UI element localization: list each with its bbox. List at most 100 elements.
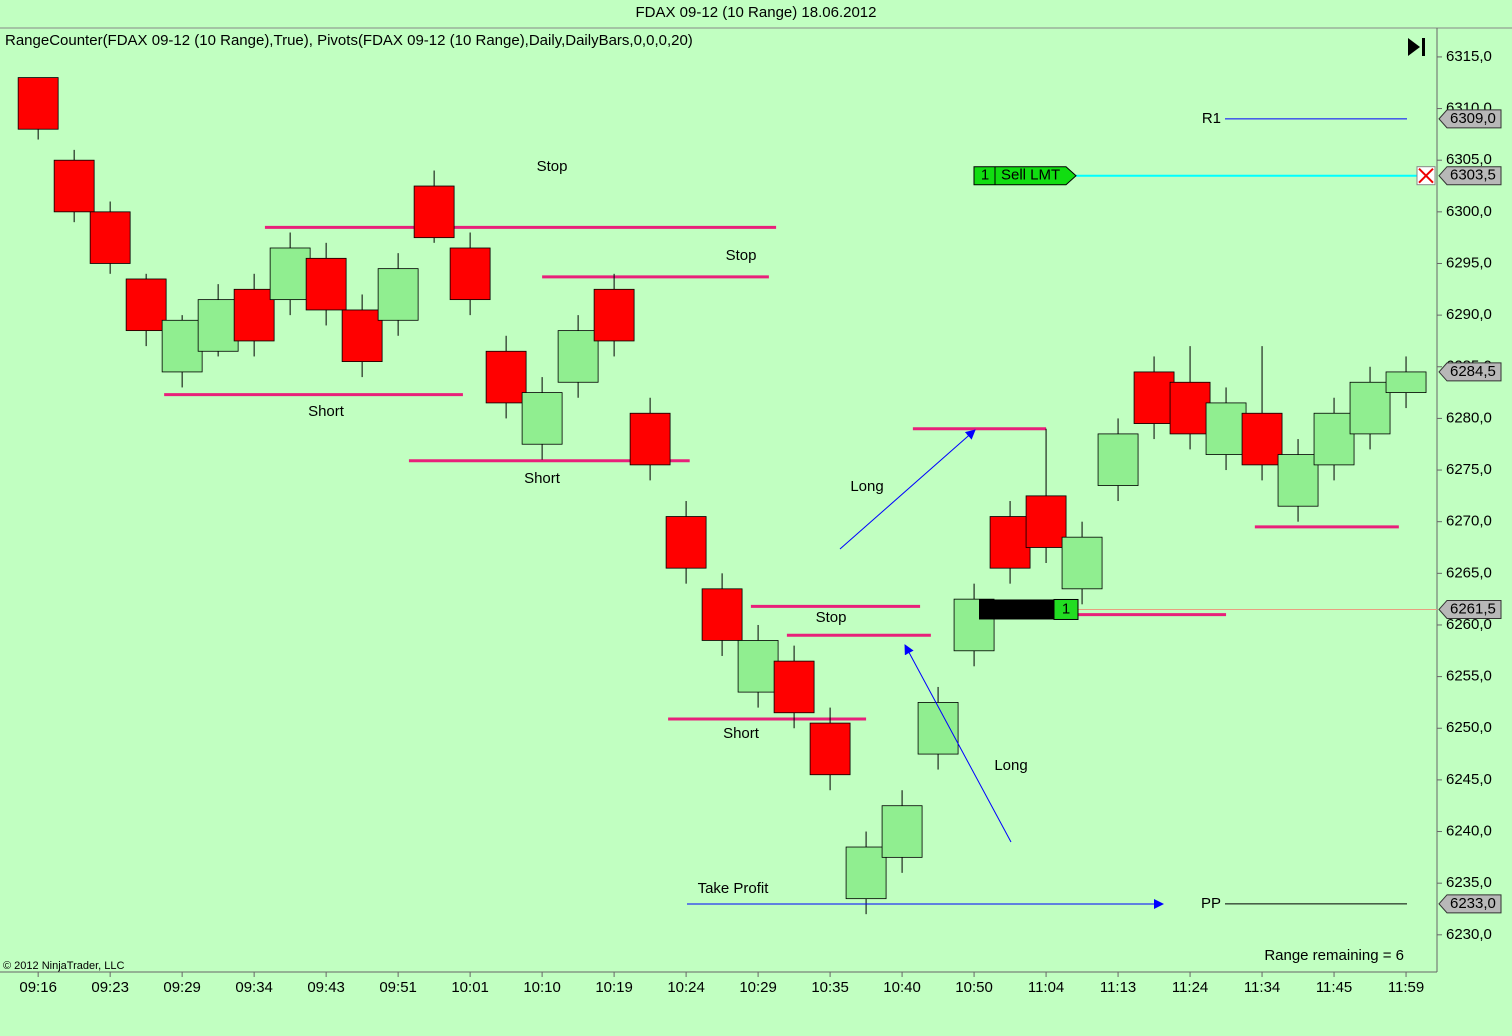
price-marker-label: 6303,5 bbox=[1450, 167, 1496, 184]
range-remaining: Range remaining = 6 bbox=[1264, 947, 1404, 964]
price-marker-label: 6233,0 bbox=[1450, 895, 1496, 912]
candle-body bbox=[881, 805, 923, 858]
candle-body bbox=[341, 309, 383, 363]
y-tick-label: 6255,0 bbox=[1446, 668, 1492, 685]
x-tick-label: 10:29 bbox=[739, 979, 777, 996]
candle-body bbox=[449, 247, 491, 301]
y-tick-label: 6300,0 bbox=[1446, 203, 1492, 220]
candle-body bbox=[557, 330, 599, 383]
y-tick-label: 6305,0 bbox=[1446, 151, 1492, 168]
bar-icon[interactable] bbox=[1422, 38, 1425, 56]
candle-body bbox=[1169, 381, 1211, 435]
candle-body bbox=[413, 185, 455, 239]
candle-body bbox=[1349, 381, 1391, 435]
candle-body bbox=[521, 392, 563, 445]
candle-body bbox=[1241, 412, 1283, 466]
copyright: © 2012 NinjaTrader, LLC bbox=[3, 960, 124, 972]
y-tick-label: 6250,0 bbox=[1446, 719, 1492, 736]
long-arrow bbox=[904, 644, 1012, 843]
x-tick-label: 09:34 bbox=[235, 979, 273, 996]
play-icon[interactable] bbox=[1408, 38, 1420, 56]
x-tick-label: 09:43 bbox=[307, 979, 345, 996]
candle-body bbox=[269, 247, 311, 301]
position-qty: 1 bbox=[1062, 600, 1070, 617]
x-tick-label: 10:19 bbox=[595, 979, 633, 996]
order-qty: 1 bbox=[981, 167, 989, 184]
candle-body bbox=[665, 516, 707, 569]
order-name: Sell LMT bbox=[1001, 167, 1060, 184]
indicator-label: RangeCounter(FDAX 09-12 (10 Range),True)… bbox=[5, 32, 693, 49]
annotation: Long bbox=[850, 478, 883, 495]
annotation: Long bbox=[994, 757, 1027, 774]
x-tick-label: 11:24 bbox=[1172, 979, 1208, 996]
x-tick-label: 10:24 bbox=[667, 979, 705, 996]
candle-body bbox=[917, 702, 959, 755]
candle-body bbox=[1205, 402, 1247, 455]
candle-body bbox=[377, 268, 419, 321]
price-marker bbox=[1438, 362, 1502, 382]
x-tick-label: 10:10 bbox=[523, 979, 561, 996]
pnl-box bbox=[979, 599, 1054, 620]
y-tick-label: 6315,0 bbox=[1446, 48, 1492, 65]
order-flag[interactable] bbox=[973, 166, 1077, 186]
x-tick-label: 10:50 bbox=[955, 979, 993, 996]
y-tick-label: 6245,0 bbox=[1446, 771, 1492, 788]
qty-box bbox=[1053, 598, 1079, 620]
candle-body bbox=[305, 257, 347, 311]
x-tick-label: 10:40 bbox=[883, 979, 921, 996]
x-tick-label: 09:23 bbox=[91, 979, 129, 996]
candle-body bbox=[1097, 433, 1139, 486]
y-tick-label: 6235,0 bbox=[1446, 874, 1492, 891]
candle-body bbox=[1313, 412, 1355, 466]
candle-body bbox=[125, 278, 167, 332]
y-tick-label: 6290,0 bbox=[1446, 306, 1492, 323]
y-tick-label: 6265,0 bbox=[1446, 564, 1492, 581]
y-tick-label: 6230,0 bbox=[1446, 926, 1492, 943]
candle-body bbox=[809, 722, 851, 776]
scroll-end-button[interactable] bbox=[1408, 38, 1425, 56]
y-tick-label: 6270,0 bbox=[1446, 513, 1492, 530]
plot: 6230,0 6235,0 6240,0 6245,0 6250,0 6255,0 6260… bbox=[17, 48, 1502, 996]
candle-body bbox=[1025, 495, 1067, 548]
candle-body bbox=[1133, 371, 1175, 424]
annotation: Stop bbox=[726, 247, 757, 264]
candle-body bbox=[233, 288, 275, 342]
price-marker bbox=[1438, 894, 1502, 914]
price-marker-label: 6284,5 bbox=[1450, 363, 1496, 380]
x-tick-label: 10:35 bbox=[811, 979, 849, 996]
candle-body bbox=[53, 159, 95, 213]
candle-body bbox=[1385, 371, 1427, 393]
cancel-x[interactable] bbox=[1418, 167, 1434, 184]
candle-body bbox=[989, 516, 1031, 569]
candle-body bbox=[17, 77, 59, 130]
pivot-name: R1 bbox=[1202, 110, 1221, 127]
annotation: Take Profit bbox=[698, 880, 770, 897]
x-tick-label: 10:01 bbox=[451, 979, 489, 996]
candle-body bbox=[737, 640, 779, 693]
annotation: Short bbox=[723, 725, 760, 742]
x-tick-label: 09:29 bbox=[163, 979, 201, 996]
price-marker-label: 6261,5 bbox=[1450, 600, 1496, 617]
position-pnl: 762,50€ bbox=[989, 600, 1044, 617]
pivot-name: PP bbox=[1201, 895, 1221, 912]
y-tick-label: 6260,0 bbox=[1446, 616, 1492, 633]
annotation: Short bbox=[524, 470, 561, 487]
candle-body bbox=[593, 288, 635, 342]
candle-body bbox=[845, 846, 887, 900]
price-marker bbox=[1438, 599, 1502, 619]
annotation: Short bbox=[308, 403, 345, 420]
x-tick-label: 11:45 bbox=[1316, 979, 1352, 996]
y-tick-label: 6275,0 bbox=[1446, 461, 1492, 478]
candle-body bbox=[629, 412, 671, 466]
candle-body bbox=[773, 660, 815, 714]
candle-body bbox=[89, 211, 131, 264]
annotation: Stop bbox=[537, 158, 568, 175]
x-tick-label: 11:59 bbox=[1388, 979, 1424, 996]
x-tick-label: 09:16 bbox=[19, 979, 57, 996]
x-tick-label: 11:04 bbox=[1028, 979, 1064, 996]
candle-body bbox=[197, 299, 239, 352]
price-marker bbox=[1438, 109, 1502, 129]
